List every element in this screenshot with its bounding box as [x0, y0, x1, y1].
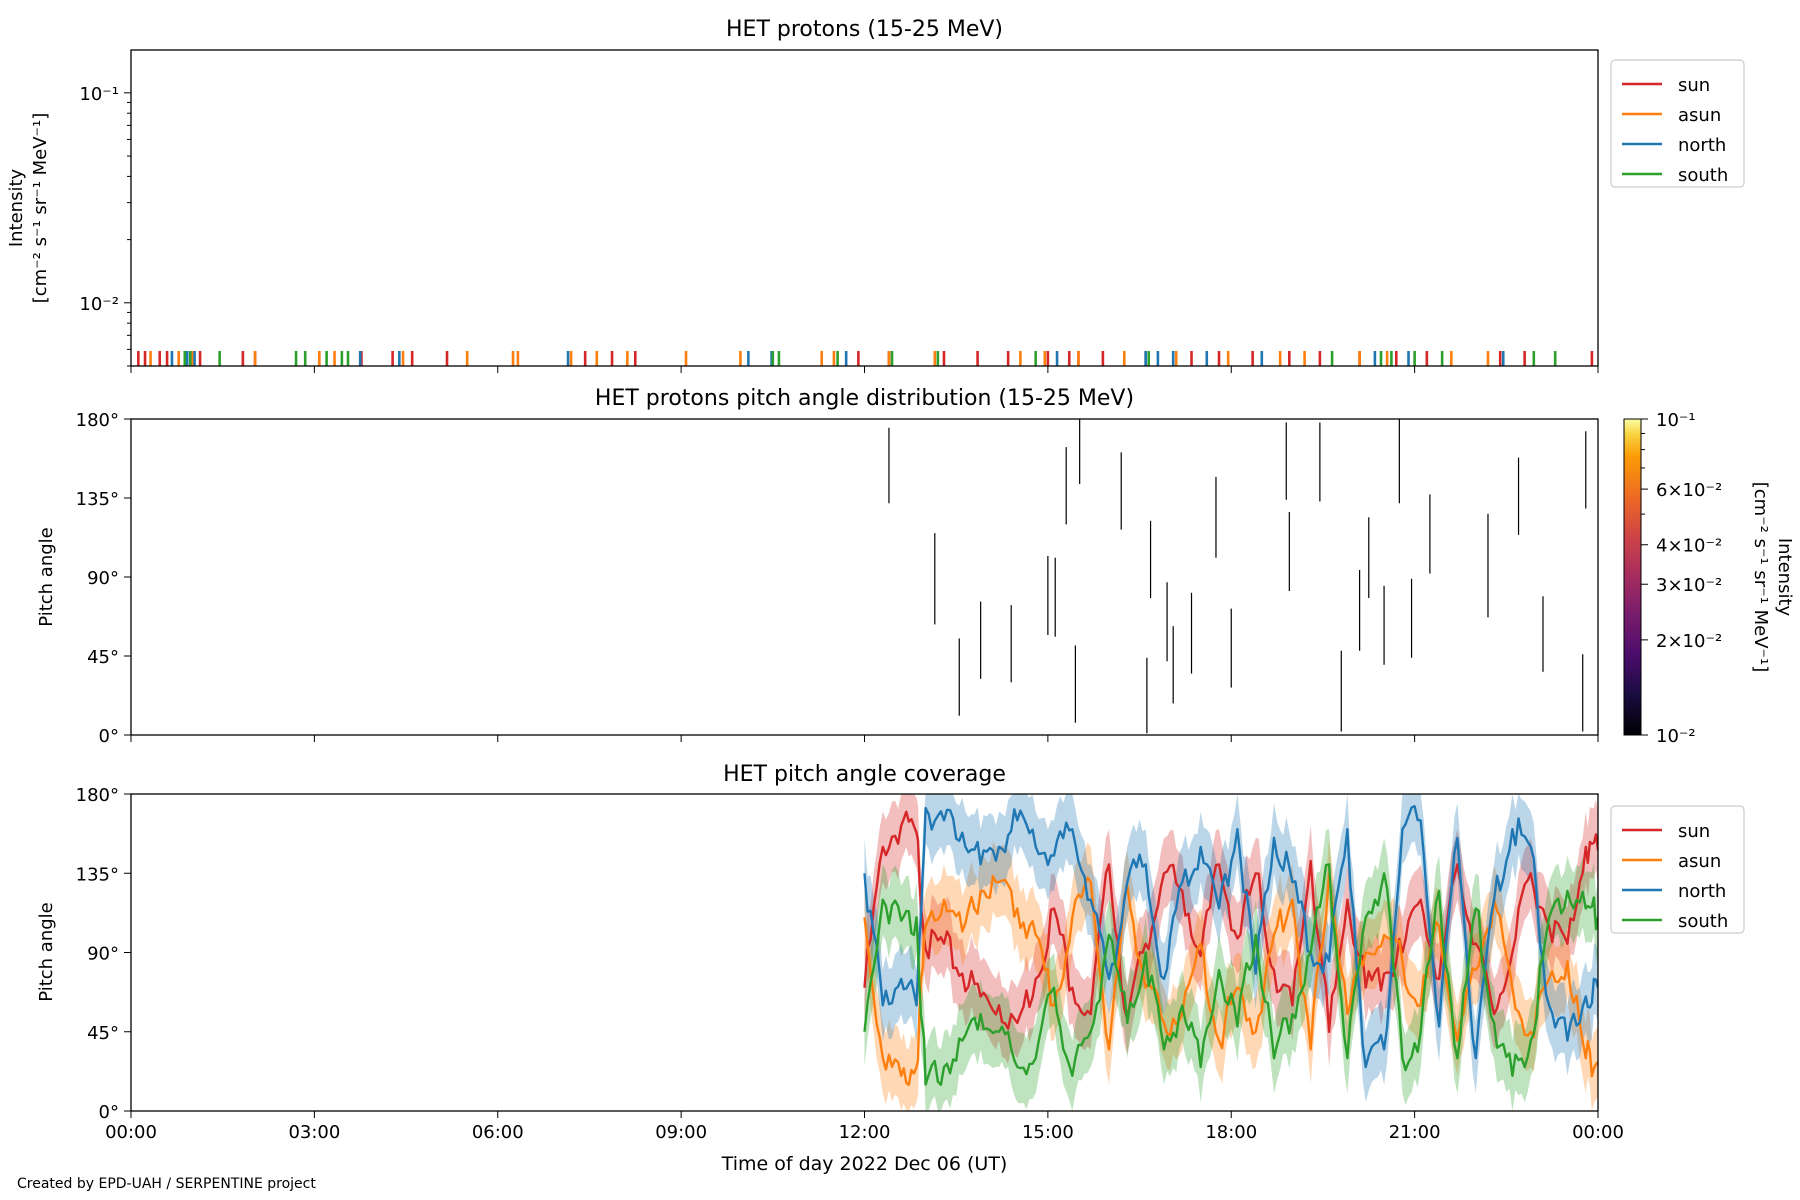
panel-pad: HET protons pitch angle distribution (15…	[36, 386, 1795, 747]
x-tick-label: 18:00	[1205, 1122, 1257, 1143]
colorbar-label-unit: [cm⁻² s⁻¹ sr⁻¹ MeV⁻¹]	[1750, 482, 1771, 673]
y-tick-label: 180°	[76, 410, 119, 431]
footer-credit: Created by EPD-UAH / SERPENTINE project	[17, 1176, 316, 1192]
y-tick-label: 45°	[87, 1023, 119, 1044]
y-tick-label: 90°	[87, 944, 119, 965]
legend-label-sun: sun	[1678, 75, 1710, 96]
panel1-ylabel-name: Intensity	[6, 168, 27, 247]
y-tick-label: 180°	[76, 785, 119, 806]
y-tick-label: 90°	[87, 568, 119, 589]
panel-coverage: HET pitch angle coverage Pitch angle 0° 4…	[36, 762, 1745, 1175]
coverage-band-north	[864, 794, 1598, 1103]
y-tick-label: 45°	[87, 647, 119, 668]
x-axis-label: Time of day 2022 Dec 06 (UT)	[721, 1153, 1008, 1175]
x-tick-label: 03:00	[288, 1122, 340, 1143]
y-tick-label: 0°	[99, 726, 119, 747]
coverage-line-asun	[863, 872, 1598, 1086]
legend-frame	[1610, 59, 1745, 188]
legend-bottom: sun asun north south	[1610, 805, 1745, 934]
y-tick-label: 135°	[76, 489, 119, 510]
panel1-ylabel: Intensity [cm⁻² s⁻¹ sr⁻¹ MeV⁻¹]	[6, 113, 51, 304]
legend-label-south: south	[1678, 911, 1728, 932]
panel3-marks	[863, 794, 1598, 1111]
panel3-frame	[130, 793, 1599, 1112]
panel3-xticks: 00:00 03:00 06:00 09:00 12:00 15:00 18:00 21:00…	[105, 1111, 1624, 1143]
legend-label-sun: sun	[1678, 821, 1710, 842]
legend-frame	[1610, 805, 1745, 934]
colorbar: 10⁻² 2×10⁻² 3×10⁻² 4×10⁻² 6×10⁻² 10⁻¹ Intensi…	[1623, 410, 1795, 747]
panel1-frame	[130, 49, 1599, 367]
panel2-title: HET protons pitch angle distribution (15…	[595, 386, 1134, 411]
panel1-ylabel-unit: [cm⁻² s⁻¹ sr⁻¹ MeV⁻¹]	[30, 113, 51, 304]
legend-label-asun: asun	[1678, 105, 1721, 126]
colorbar-tick-label: 10⁻¹	[1656, 410, 1696, 431]
legend-label-north: north	[1678, 881, 1726, 902]
coverage-line-south	[863, 863, 1598, 1086]
colorbar-ticks: 10⁻² 2×10⁻² 3×10⁻² 4×10⁻² 6×10⁻² 10⁻¹	[1641, 410, 1722, 747]
panel3-title: HET pitch angle coverage	[723, 762, 1006, 787]
panel2-yticks: 0° 45° 90° 135° 180°	[76, 410, 131, 747]
x-tick-label: 12:00	[839, 1122, 891, 1143]
legend-label-north: north	[1678, 135, 1726, 156]
x-tick-label: 06:00	[472, 1122, 524, 1143]
colorbar-tick-label: 3×10⁻²	[1656, 575, 1722, 596]
x-tick-label: 00:00	[1572, 1122, 1624, 1143]
panel1-yticks: 10⁻² 10⁻¹	[79, 84, 131, 367]
legend-top: sun asun north south	[1610, 59, 1745, 188]
panel1-xticks	[130, 366, 1599, 373]
panel1-title: HET protons (15-25 MeV)	[726, 17, 1003, 42]
coverage-line-sun	[863, 810, 1598, 1033]
panel2-ylabel: Pitch angle	[36, 527, 57, 626]
legend-label-asun: asun	[1678, 851, 1721, 872]
colorbar-tick-label: 10⁻²	[1656, 726, 1696, 747]
y-tick-label: 0°	[99, 1102, 119, 1123]
x-tick-label: 09:00	[655, 1122, 707, 1143]
x-tick-label: 15:00	[1022, 1122, 1074, 1143]
colorbar-tick-label: 4×10⁻²	[1656, 536, 1722, 557]
x-tick-label: 21:00	[1389, 1122, 1441, 1143]
panel2-xticks	[130, 735, 1599, 742]
coverage-line-north	[863, 805, 1598, 1069]
y-tick-label: 135°	[76, 864, 119, 885]
x-tick-label: 00:00	[105, 1122, 157, 1143]
panel2-frame	[130, 418, 1599, 736]
panel-intensity: HET protons (15-25 MeV) Intensity [cm⁻² …	[6, 17, 1745, 373]
panel3-yticks: 0° 45° 90° 135° 180°	[76, 785, 131, 1123]
legend-label-south: south	[1678, 165, 1728, 186]
colorbar-tick-label: 2×10⁻²	[1656, 631, 1722, 652]
coverage-band-south	[864, 829, 1598, 1111]
coverage-band-asun	[864, 838, 1598, 1111]
panel1-marks	[137, 351, 1594, 366]
y-tick-label: 10⁻¹	[79, 84, 119, 105]
colorbar-gradient	[1623, 418, 1642, 736]
colorbar-label: Intensity [cm⁻² s⁻¹ sr⁻¹ MeV⁻¹]	[1750, 482, 1795, 673]
panel2-marks	[888, 419, 1587, 734]
y-tick-label: 10⁻²	[79, 294, 119, 315]
colorbar-label-name: Intensity	[1774, 538, 1795, 617]
panel3-ylabel: Pitch angle	[36, 902, 57, 1001]
colorbar-tick-label: 6×10⁻²	[1656, 480, 1722, 501]
